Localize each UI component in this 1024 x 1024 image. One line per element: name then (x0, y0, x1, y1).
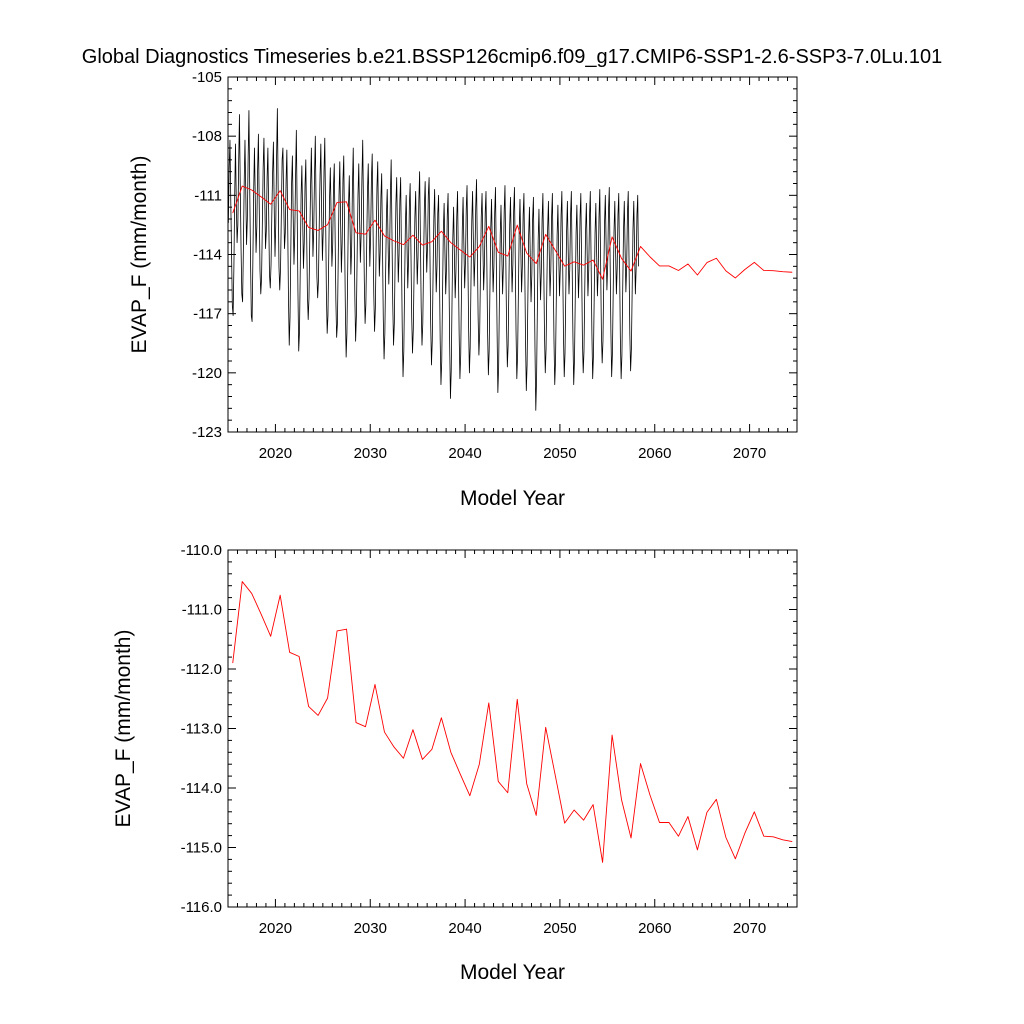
x-tick-label: 2020 (259, 445, 292, 462)
series-line-1 (232, 185, 793, 280)
x-tick-label: 2040 (448, 920, 481, 937)
y-tick-label: -120 (192, 365, 222, 382)
x-axis-label: Model Year (460, 961, 565, 984)
x-tick-label: 2070 (733, 920, 766, 937)
figure-title: Global Diagnostics Timeseries b.e21.BSSP… (82, 46, 942, 68)
x-tick-label: 2060 (638, 445, 671, 462)
y-tick-label: -111 (194, 187, 222, 204)
x-tick-label: 2030 (354, 445, 387, 462)
y-tick-label: -123 (192, 424, 222, 441)
x-tick-label: 2030 (354, 920, 387, 937)
y-tick-label: -105 (192, 69, 222, 86)
y-tick-label: -114 (193, 247, 222, 264)
y-tick-label: -112.0 (181, 661, 222, 678)
y-tick-label: -108 (192, 128, 222, 145)
plot-frame (227, 549, 798, 908)
top-panel: 2020 2030 2040 2050 2060 2070 -105 -108 -111 -114… (128, 69, 798, 510)
series-line-0 (227, 108, 639, 411)
x-tick-label: 2060 (638, 920, 671, 937)
y-tick-label: -115.0 (181, 840, 222, 857)
series-line-0 (232, 581, 793, 863)
y-tick-label: -116.0 (181, 899, 222, 916)
x-axis-label: Model Year (460, 487, 565, 510)
x-tick-label: 2070 (733, 445, 766, 462)
y-tick-label: -114.0 (181, 780, 222, 797)
x-tick-label: 2050 (543, 445, 576, 462)
x-tick-label: 2050 (543, 920, 576, 937)
y-tick-label: -110.0 (181, 542, 222, 559)
x-tick-label: 2040 (448, 445, 481, 462)
y-axis-label: EVAP_F (mm/month) (128, 156, 151, 354)
bottom-panel: 2020 2030 2040 2050 2060 2070 -110.0 -111.0 -112… (112, 542, 798, 984)
y-tick-label: -117 (193, 306, 222, 323)
y-tick-label: -113.0 (181, 721, 222, 738)
y-tick-label: -111.0 (182, 602, 222, 619)
y-axis-label: EVAP_F (mm/month) (112, 630, 135, 828)
x-tick-label: 2020 (259, 920, 292, 937)
